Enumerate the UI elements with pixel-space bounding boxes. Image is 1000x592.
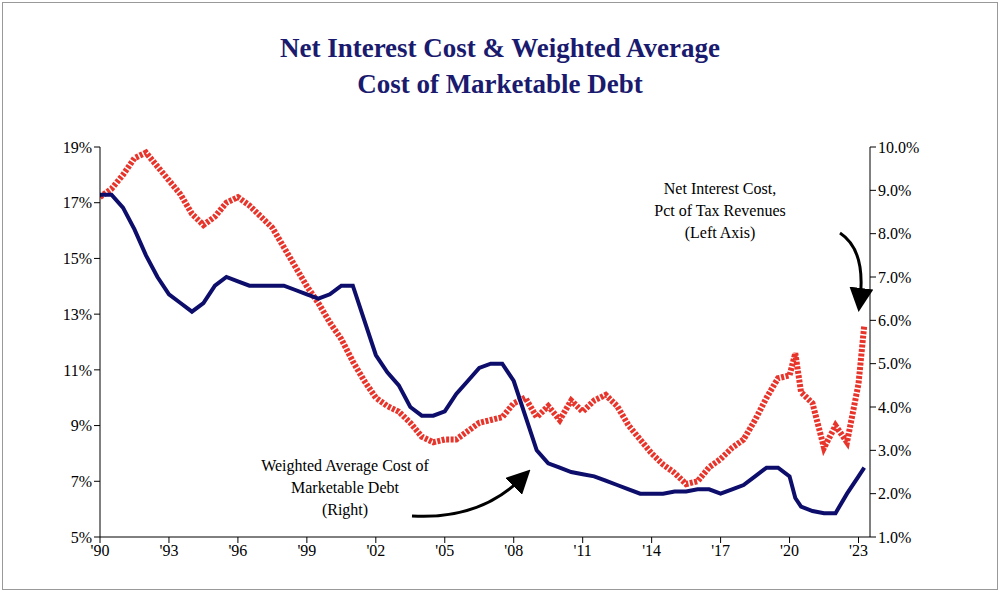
svg-text:13%: 13% bbox=[63, 306, 92, 323]
svg-text:6.0%: 6.0% bbox=[878, 312, 911, 329]
html-text:(Left Axis): (Left Axis) bbox=[684, 224, 756, 241]
svg-text:'05: '05 bbox=[435, 542, 454, 559]
svg-text:17%: 17% bbox=[63, 194, 92, 211]
html-text:(Right): (Right) bbox=[321, 501, 369, 518]
svg-text:'17: '17 bbox=[711, 542, 730, 559]
svg-text:5.0%: 5.0% bbox=[878, 355, 911, 372]
svg-text:'11: '11 bbox=[574, 542, 592, 559]
svg-text:15%: 15% bbox=[63, 250, 92, 267]
svg-text:'93: '93 bbox=[160, 542, 179, 559]
html-text:Net Interest Cost & Weighted A: Net Interest Cost & Weighted Average bbox=[279, 33, 721, 63]
svg-text:2.0%: 2.0% bbox=[878, 485, 911, 502]
svg-text:9%: 9% bbox=[71, 417, 92, 434]
svg-text:1.0%: 1.0% bbox=[878, 529, 911, 546]
svg-text:'14: '14 bbox=[642, 542, 661, 559]
html-text:Cost of Marketable Debt: Cost of Marketable Debt bbox=[357, 69, 643, 99]
svg-text:11%: 11% bbox=[63, 362, 92, 379]
svg-text:8.0%: 8.0% bbox=[878, 225, 911, 242]
svg-text:'08: '08 bbox=[504, 542, 523, 559]
svg-text:3.0%: 3.0% bbox=[878, 442, 911, 459]
svg-text:4.0%: 4.0% bbox=[878, 399, 911, 416]
svg-text:'23: '23 bbox=[849, 542, 868, 559]
svg-text:'02: '02 bbox=[366, 542, 385, 559]
svg-text:9.0%: 9.0% bbox=[878, 182, 911, 199]
svg-text:'20: '20 bbox=[780, 542, 799, 559]
html-text:Net Interest Cost,: Net Interest Cost, bbox=[663, 180, 777, 197]
html-text:Weighted Average Cost of: Weighted Average Cost of bbox=[261, 457, 429, 474]
svg-text:7.0%: 7.0% bbox=[878, 269, 911, 286]
svg-text:10.0%: 10.0% bbox=[878, 139, 919, 156]
svg-text:'96: '96 bbox=[228, 542, 247, 559]
svg-text:7%: 7% bbox=[71, 473, 92, 490]
svg-text:'90: '90 bbox=[91, 542, 110, 559]
svg-text:19%: 19% bbox=[63, 139, 92, 156]
svg-text:'99: '99 bbox=[297, 542, 316, 559]
svg-text:5%: 5% bbox=[71, 529, 92, 546]
html-text:Pct of Tax Revenues: Pct of Tax Revenues bbox=[654, 202, 786, 219]
html-text:Marketable Debt: Marketable Debt bbox=[291, 479, 399, 496]
